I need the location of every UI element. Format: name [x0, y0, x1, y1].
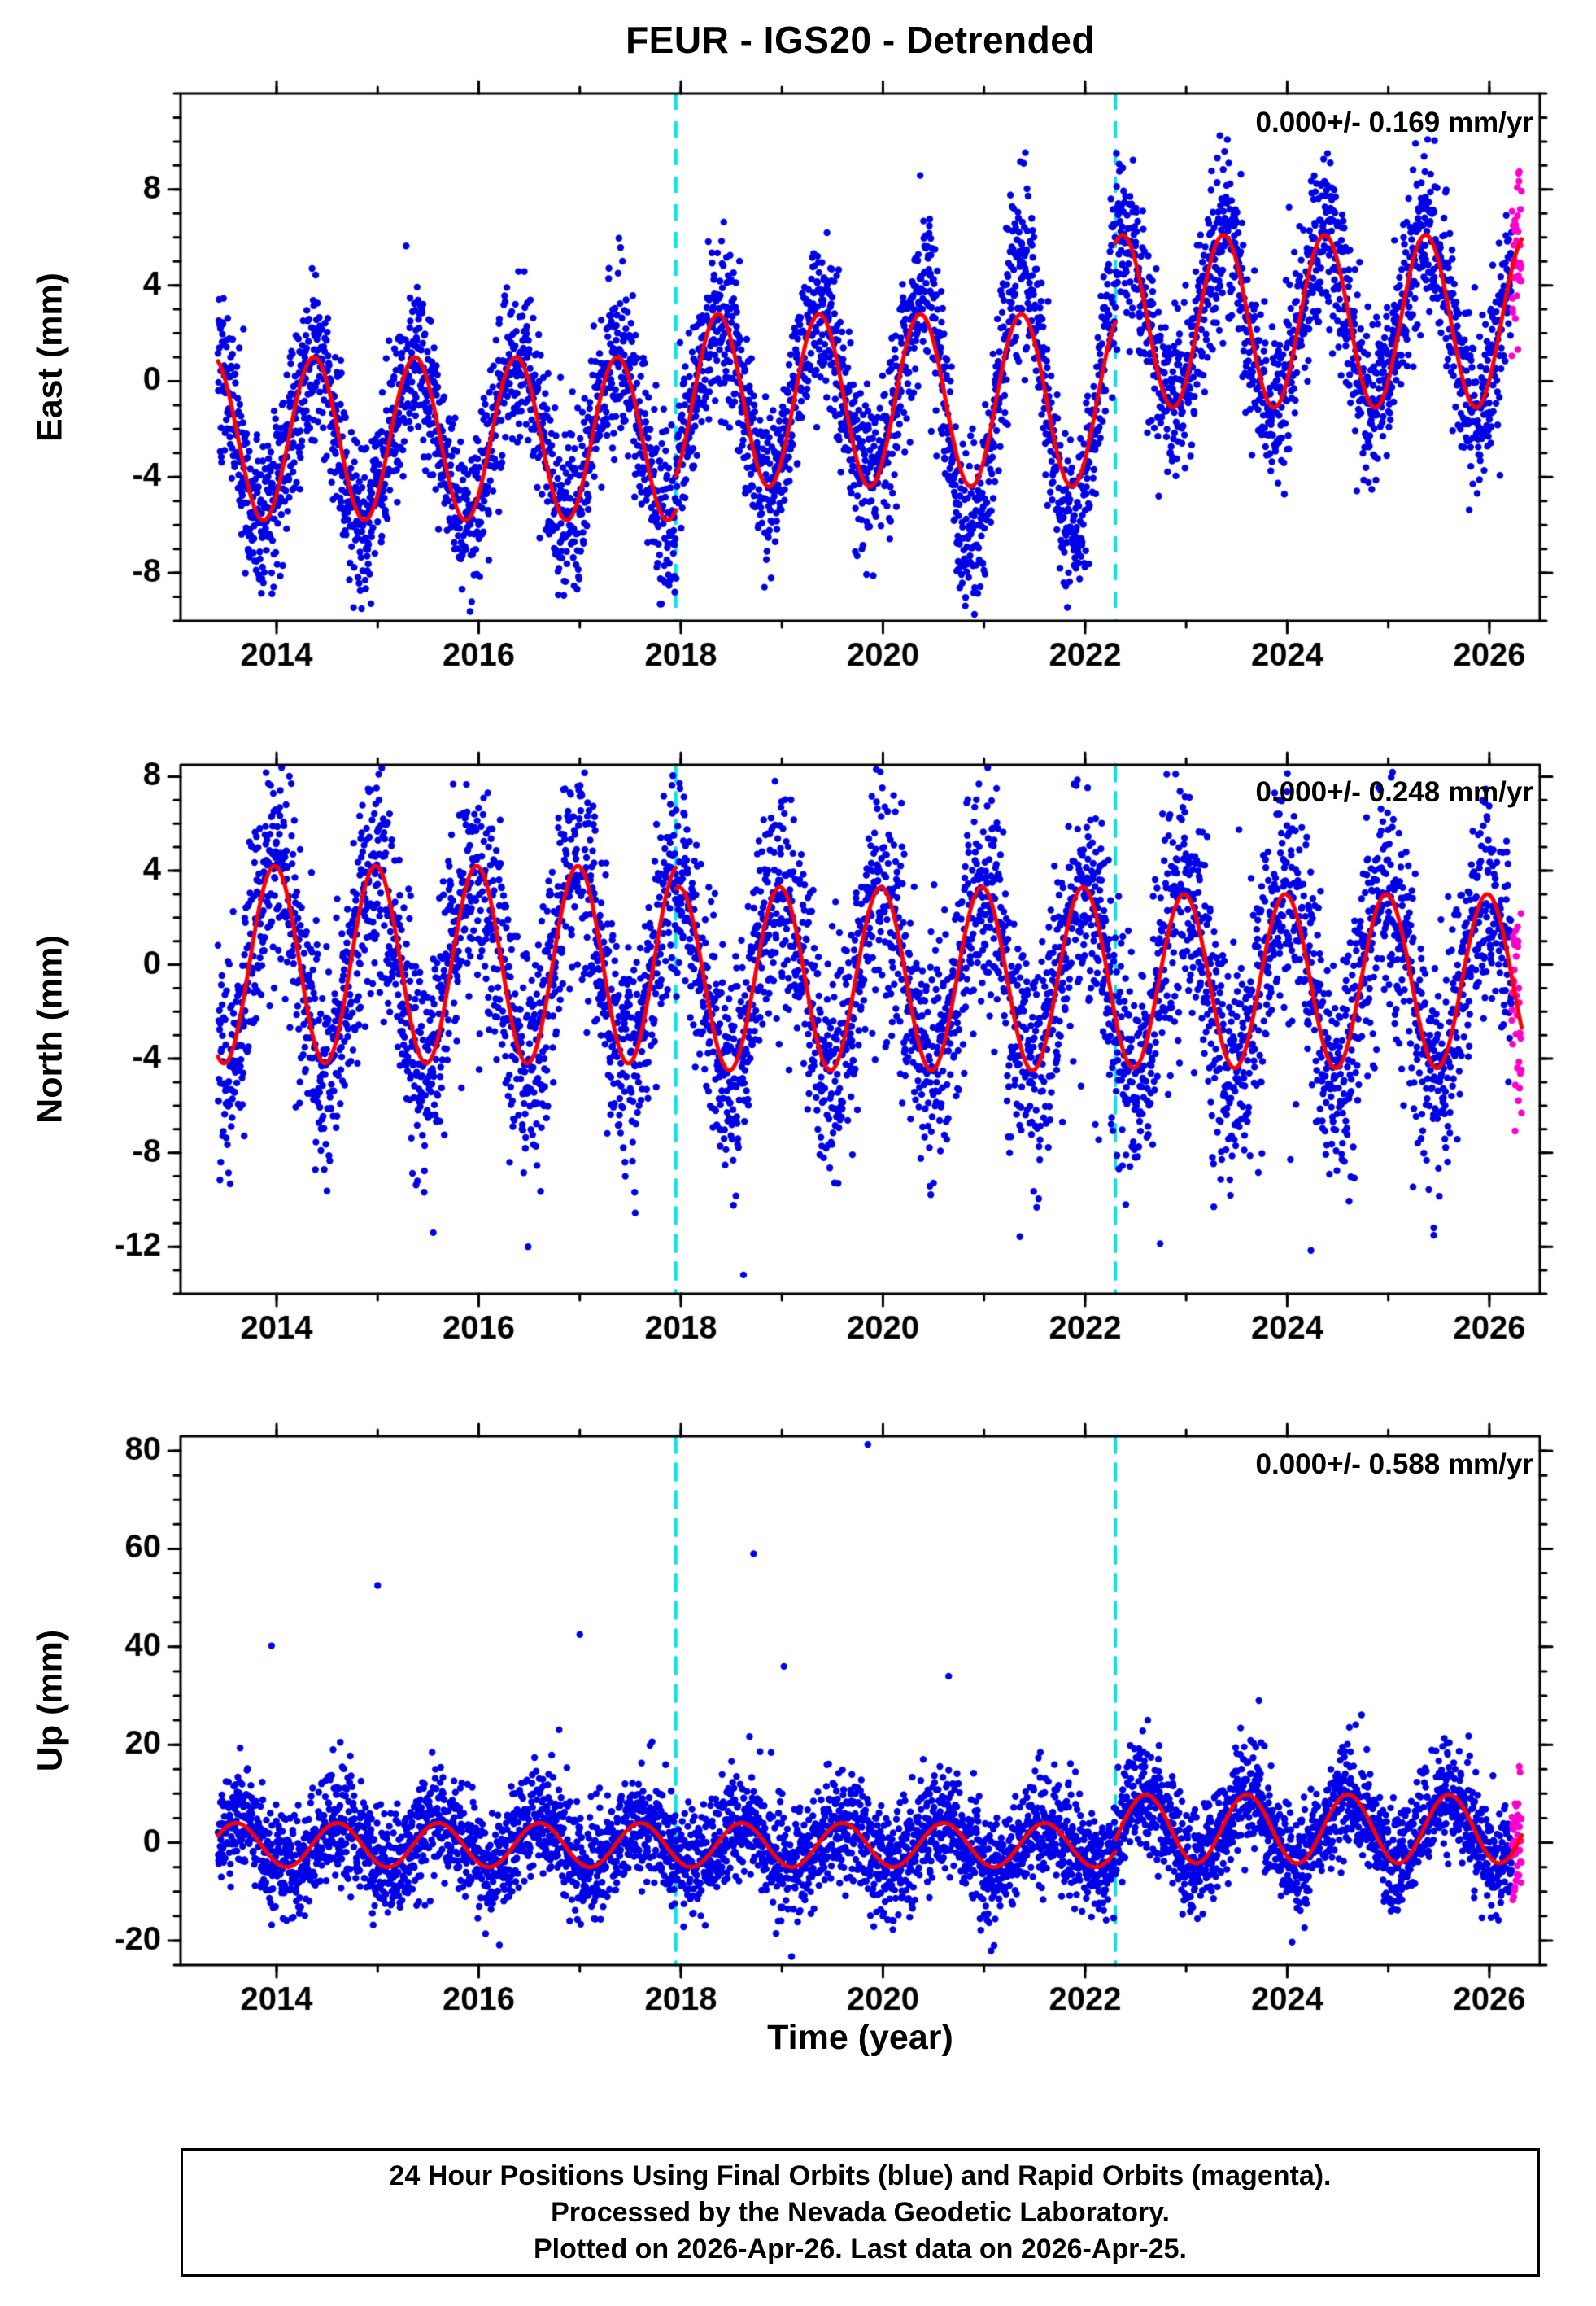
up-rate-annotation: 0.000+/- 0.588 mm/yr — [1255, 1448, 1534, 1480]
caption-box: 24 Hour Positions Using Final Orbits (bl… — [181, 2148, 1540, 2277]
figure-title: FEUR - IGS20 - Detrended — [626, 19, 1095, 61]
north-rate-annotation: 0.000+/- 0.248 mm/yr — [1255, 776, 1534, 808]
caption-line-1: 24 Hour Positions Using Final Orbits (bl… — [389, 2160, 1332, 2191]
east-rate-annotation: 0.000+/- 0.169 mm/yr — [1255, 107, 1534, 138]
north-axis-label: North (mm) — [30, 935, 70, 1124]
up-axis-label: Up (mm) — [30, 1629, 70, 1772]
east-axis-label: East (mm) — [30, 273, 70, 442]
caption-line-3: Plotted on 2026-Apr-26. Last data on 202… — [534, 2233, 1187, 2265]
caption-line-2: Processed by the Nevada Geodetic Laborat… — [551, 2196, 1170, 2228]
time-axis-label: Time (year) — [767, 2018, 953, 2057]
